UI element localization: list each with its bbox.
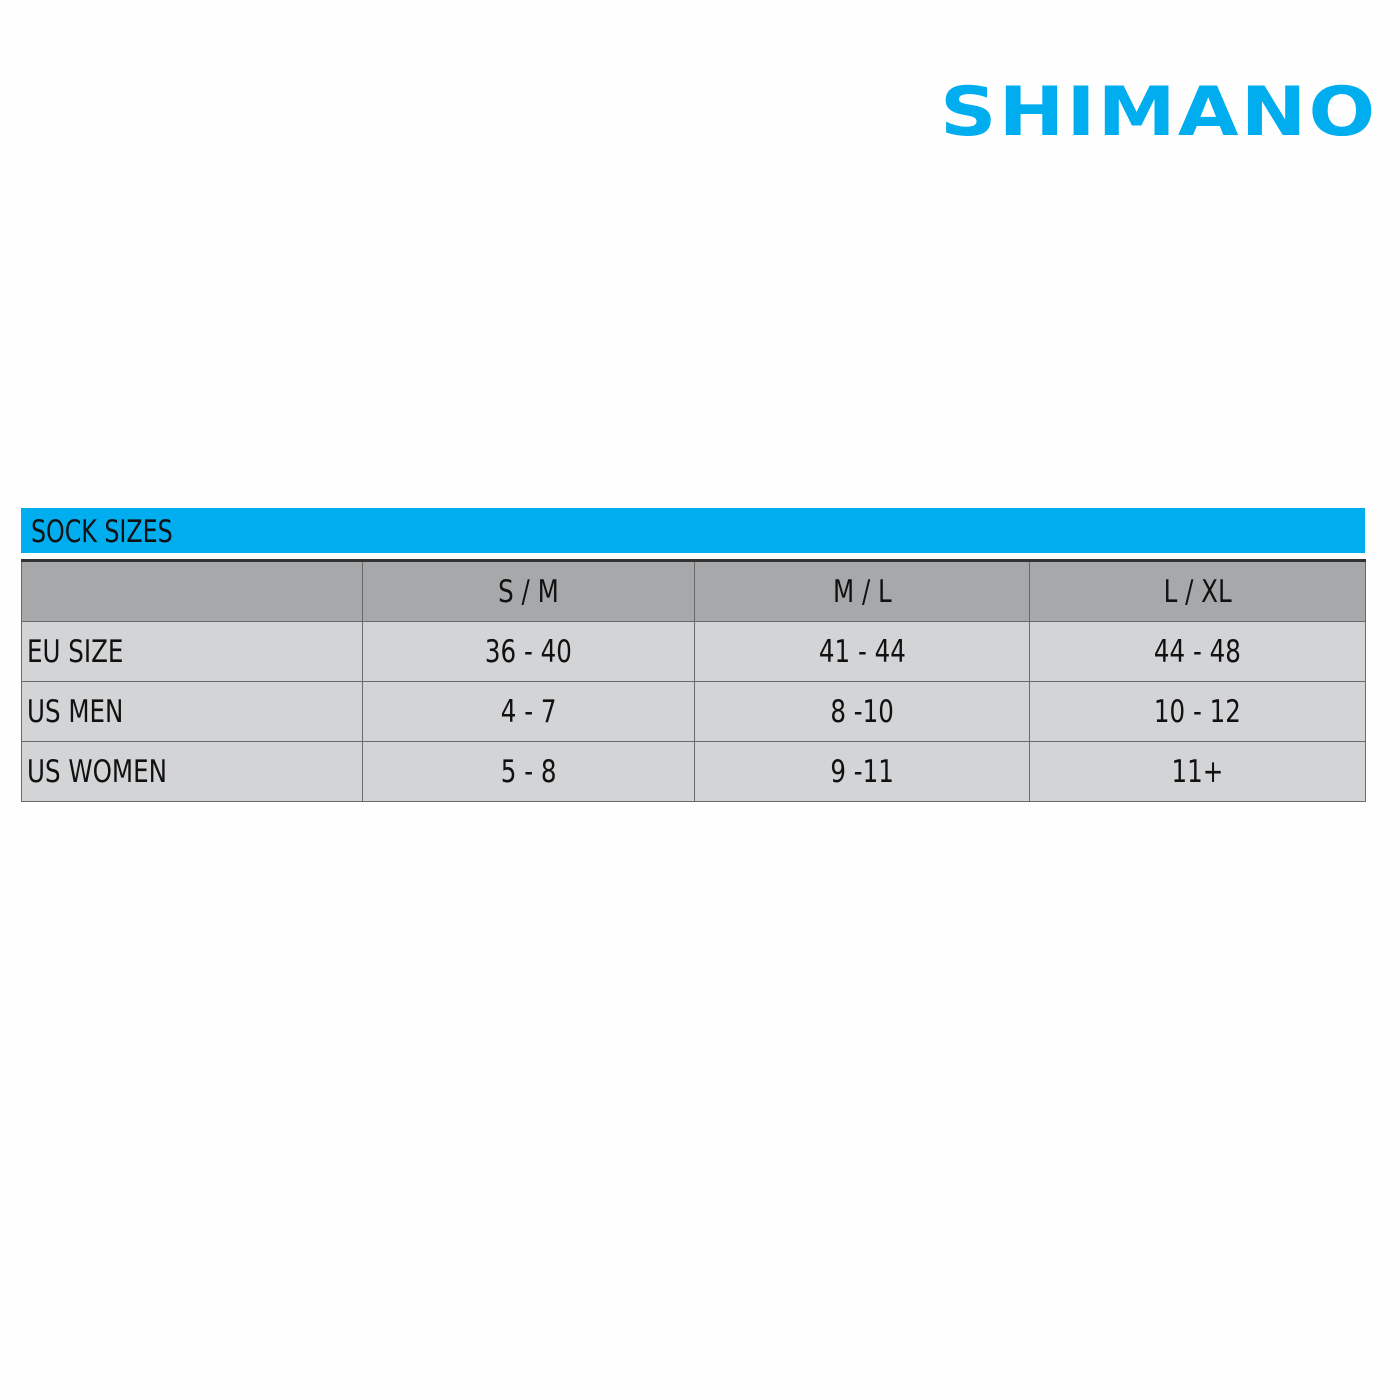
table-cell: 36 - 40 xyxy=(361,621,695,682)
table-cell: 8 -10 xyxy=(693,681,1031,742)
row-label: US WOMEN xyxy=(21,741,363,802)
table-cell: 41 - 44 xyxy=(693,621,1031,682)
header-cell: L / XL xyxy=(1029,560,1366,622)
table-row: US MEN 4 - 7 8 -10 10 - 12 xyxy=(21,681,1366,742)
table-cell: 9 -11 xyxy=(693,741,1031,802)
table-title-banner: SOCK SIZES xyxy=(21,508,1365,553)
table-cell: 5 - 8 xyxy=(361,741,695,802)
table-cell: 4 - 7 xyxy=(361,681,695,742)
table-cell: 44 - 48 xyxy=(1029,621,1366,682)
table-cell: 10 - 12 xyxy=(1029,681,1366,742)
header-cell: S / M xyxy=(361,560,695,622)
row-label: US MEN xyxy=(21,681,363,742)
table-row: US WOMEN 5 - 8 9 -11 11+ xyxy=(21,741,1366,802)
shimano-logo: SHIMANO xyxy=(940,72,1375,152)
table-row: EU SIZE 36 - 40 41 - 44 44 - 48 xyxy=(21,621,1366,682)
table-cell: 11+ xyxy=(1029,741,1366,802)
table-title: SOCK SIZES xyxy=(31,514,173,550)
row-label: EU SIZE xyxy=(21,621,363,682)
header-cell: M / L xyxy=(693,560,1031,622)
size-table: S / M M / L L / XL EU SIZE 36 - 40 41 - … xyxy=(21,559,1366,802)
header-cell-empty xyxy=(21,560,363,622)
table-header-row: S / M M / L L / XL xyxy=(21,560,1366,622)
logo-text: SHIMANO xyxy=(940,72,1378,152)
